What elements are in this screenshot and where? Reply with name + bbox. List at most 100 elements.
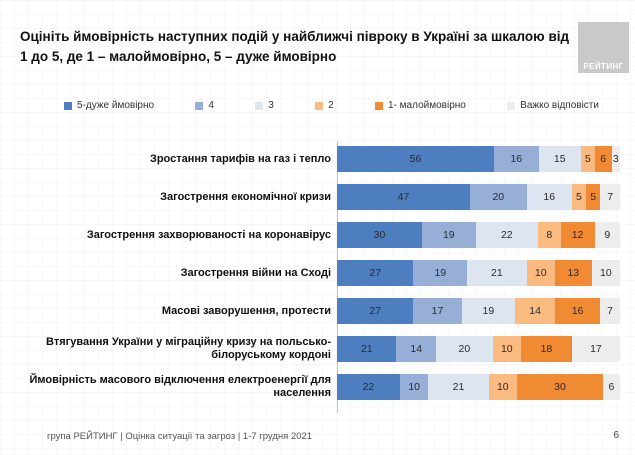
legend-swatch-icon bbox=[507, 101, 516, 110]
bar-value-label: 27 bbox=[369, 305, 382, 317]
bar-segment: 6 bbox=[594, 146, 612, 172]
bar-segment: 47 bbox=[337, 184, 471, 210]
bar-segment: 9 bbox=[594, 222, 620, 248]
bar-value-label: 9 bbox=[604, 229, 611, 241]
bar-value-label: 6 bbox=[600, 153, 607, 165]
bar-segment: 7 bbox=[600, 184, 621, 210]
chart-row: Загострення економічної кризи 47 20 16 5 5 7 bbox=[15, 184, 621, 210]
legend-swatch-icon bbox=[195, 101, 204, 110]
stacked-bar: 21 14 20 10 18 17 bbox=[337, 336, 620, 362]
page-number: 6 bbox=[613, 430, 619, 441]
chart-legend: 5-дуже ймовірно 4 3 2 1- малоймовірно Важко в… bbox=[64, 100, 599, 111]
bar-segment: 15 bbox=[538, 146, 581, 172]
legend-item: 1- малоймовірно bbox=[375, 100, 466, 111]
bar-value-label: 7 bbox=[607, 305, 614, 317]
legend-item: 5-дуже ймовірно bbox=[64, 100, 154, 111]
legend-item: 3 bbox=[255, 100, 274, 111]
bar-value-label: 16 bbox=[543, 191, 556, 203]
bar-value-label: 47 bbox=[397, 191, 410, 203]
bar-segment: 14 bbox=[515, 298, 555, 324]
bar-segment: 10 bbox=[591, 260, 620, 286]
category-label: Масові заворушення, протести bbox=[161, 304, 331, 317]
bar-segment: 30 bbox=[517, 374, 603, 400]
bar-value-label: 15 bbox=[553, 153, 566, 165]
bar-segment: 19 bbox=[461, 298, 516, 324]
bar-value-label: 17 bbox=[590, 343, 602, 355]
bar-segment: 22 bbox=[475, 222, 538, 248]
bar-value-label: 27 bbox=[369, 267, 382, 279]
bar-value-label: 5 bbox=[576, 191, 582, 203]
legend-swatch-icon bbox=[255, 101, 264, 110]
bar-segment: 5 bbox=[586, 184, 601, 210]
chart-row: Загострення війни на Сході 27 19 21 10 13 10 bbox=[15, 260, 620, 286]
bar-value-label: 14 bbox=[410, 343, 423, 355]
stacked-bar: 30 19 22 8 12 9 bbox=[337, 222, 620, 248]
bar-value-label: 21 bbox=[491, 267, 503, 279]
legend-swatch-icon bbox=[315, 101, 324, 110]
bar-segment: 17 bbox=[413, 298, 462, 324]
bar-value-label: 30 bbox=[554, 381, 566, 393]
bar-segment: 56 bbox=[337, 146, 494, 172]
bar-value-label: 30 bbox=[373, 229, 386, 241]
bar-segment: 7 bbox=[600, 298, 620, 324]
stacked-bar: 27 19 21 10 13 10 bbox=[337, 260, 620, 286]
rating-group-logo: РЕЙТИНГ bbox=[578, 22, 629, 73]
bar-segment: 27 bbox=[337, 260, 414, 286]
legend-label: 5-дуже ймовірно bbox=[77, 100, 155, 111]
bar-segment: 10 bbox=[526, 260, 555, 286]
bar-segment: 17 bbox=[571, 336, 620, 362]
bar-segment: 19 bbox=[413, 260, 468, 286]
bar-segment: 6 bbox=[602, 374, 620, 400]
chart-row: Масові заворушення, протести 27 17 19 14 16 7 bbox=[15, 298, 620, 324]
bar-segment: 5 bbox=[580, 146, 595, 172]
bar-segment: 16 bbox=[526, 184, 572, 210]
bar-segment: 21 bbox=[337, 336, 397, 362]
bar-value-label: 20 bbox=[458, 343, 471, 355]
legend-swatch-icon bbox=[64, 101, 72, 110]
bar-segment: 18 bbox=[520, 336, 572, 362]
bar-segment: 16 bbox=[554, 298, 601, 324]
chart-row: Зростання тарифів на газ і тепло 56 16 15 5 6… bbox=[15, 146, 620, 172]
bar-value-label: 3 bbox=[612, 153, 619, 165]
legend-item: Важко відповісти bbox=[507, 100, 599, 111]
bar-segment: 10 bbox=[399, 374, 429, 400]
category-label: Ймовірність масового відключення електро… bbox=[29, 374, 331, 399]
bar-value-label: 22 bbox=[500, 229, 513, 241]
chart-row: Втягування України у міграційну кризу на… bbox=[15, 336, 620, 362]
bar-segment: 19 bbox=[421, 222, 476, 248]
bar-segment: 10 bbox=[488, 374, 518, 400]
bar-value-label: 6 bbox=[608, 381, 615, 393]
category-label: Загострення захворюваності на коронавіру… bbox=[86, 228, 331, 241]
bar-value-label: 14 bbox=[529, 305, 541, 317]
bar-segment: 5 bbox=[571, 184, 587, 210]
bar-value-label: 16 bbox=[571, 305, 584, 317]
legend-label: 3 bbox=[268, 100, 274, 111]
legend-swatch-icon bbox=[375, 101, 384, 110]
bar-value-label: 5 bbox=[590, 191, 597, 203]
bar-value-label: 12 bbox=[571, 229, 584, 241]
legend-item: 4 bbox=[195, 100, 214, 111]
bar-value-label: 18 bbox=[540, 343, 553, 355]
legend-label: 4 bbox=[208, 100, 214, 111]
category-label: Втягування України у міграційну кризу на… bbox=[46, 336, 331, 361]
bar-value-label: 19 bbox=[442, 229, 455, 241]
bar-segment: 8 bbox=[537, 222, 561, 248]
bar-segment: 27 bbox=[337, 298, 414, 324]
bar-segment: 21 bbox=[467, 260, 527, 286]
chart-title: Оцініть ймовірність наступних подій у на… bbox=[20, 29, 570, 65]
bar-value-label: 5 bbox=[584, 153, 591, 165]
bar-segment: 13 bbox=[554, 260, 592, 286]
bar-value-label: 10 bbox=[534, 267, 547, 279]
bar-value-label: 20 bbox=[492, 191, 505, 203]
stacked-bar: 27 17 19 14 16 7 bbox=[337, 298, 620, 324]
bar-value-label: 7 bbox=[607, 191, 614, 203]
bar-value-label: 22 bbox=[362, 381, 375, 393]
bar-value-label: 13 bbox=[567, 267, 580, 279]
bar-segment: 21 bbox=[428, 374, 489, 400]
bar-value-label: 10 bbox=[408, 381, 421, 393]
stacked-bar: 22 10 21 10 30 6 bbox=[337, 374, 620, 400]
stacked-bar: 47 20 16 5 5 7 bbox=[337, 184, 621, 210]
bar-value-label: 10 bbox=[600, 267, 612, 279]
footer-source: група РЕЙТИНГ | Оцінка ситуації та загро… bbox=[47, 431, 313, 442]
bar-value-label: 16 bbox=[510, 153, 523, 165]
